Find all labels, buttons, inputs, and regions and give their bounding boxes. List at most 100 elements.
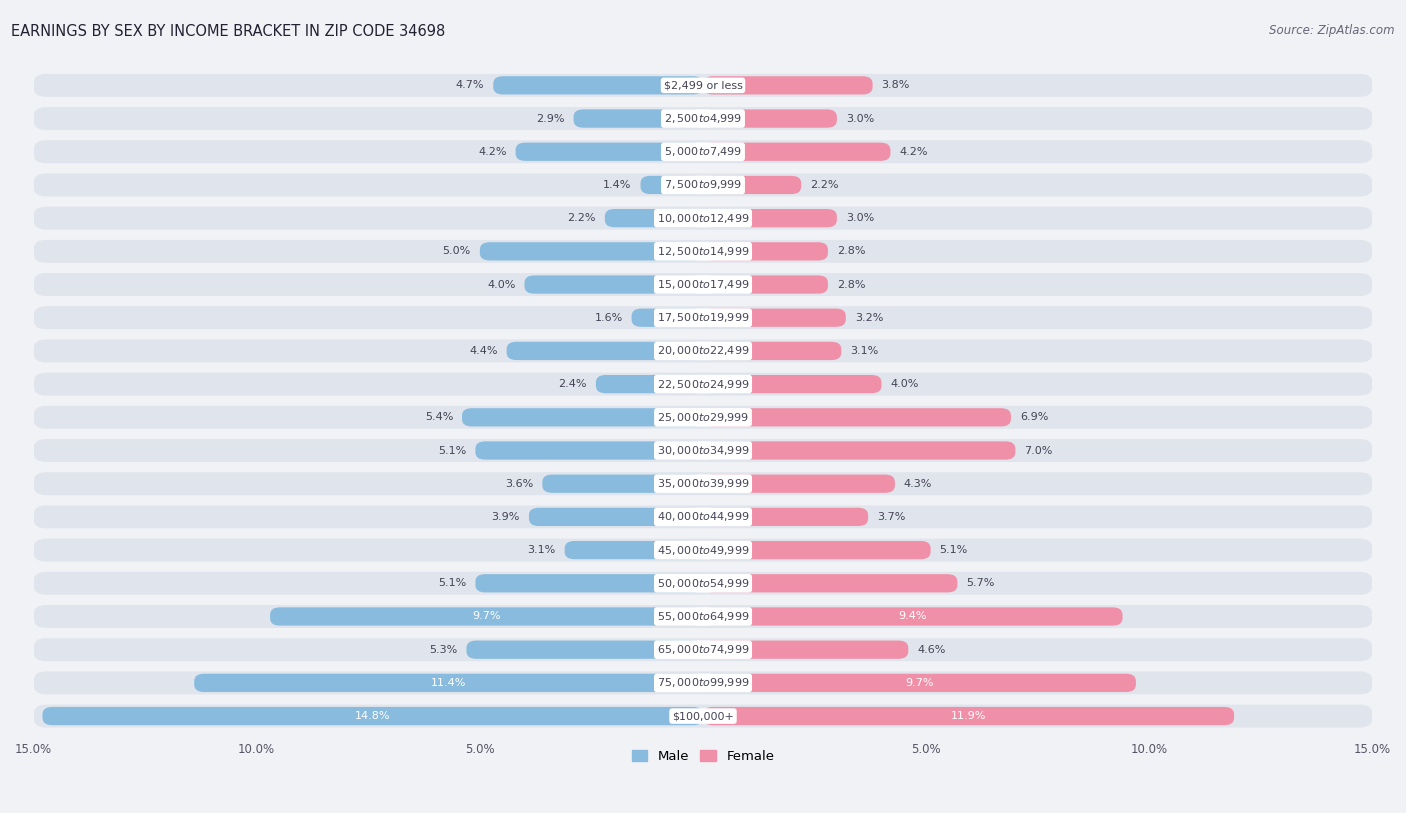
Text: 1.4%: 1.4% bbox=[603, 180, 631, 190]
FancyBboxPatch shape bbox=[605, 209, 703, 228]
FancyBboxPatch shape bbox=[524, 276, 703, 293]
Text: 3.0%: 3.0% bbox=[846, 114, 875, 124]
Text: $100,000+: $100,000+ bbox=[672, 711, 734, 721]
FancyBboxPatch shape bbox=[565, 541, 703, 559]
Text: $20,000 to $22,499: $20,000 to $22,499 bbox=[657, 345, 749, 358]
Text: 2.8%: 2.8% bbox=[837, 246, 865, 256]
Text: 4.3%: 4.3% bbox=[904, 479, 932, 489]
FancyBboxPatch shape bbox=[703, 408, 1011, 427]
FancyBboxPatch shape bbox=[574, 110, 703, 128]
FancyBboxPatch shape bbox=[270, 607, 703, 626]
FancyBboxPatch shape bbox=[516, 142, 703, 161]
Text: 6.9%: 6.9% bbox=[1019, 412, 1049, 422]
FancyBboxPatch shape bbox=[641, 176, 703, 194]
Text: 5.1%: 5.1% bbox=[939, 545, 967, 555]
Text: $25,000 to $29,999: $25,000 to $29,999 bbox=[657, 411, 749, 424]
FancyBboxPatch shape bbox=[34, 207, 1372, 229]
FancyBboxPatch shape bbox=[703, 176, 801, 194]
Text: $2,499 or less: $2,499 or less bbox=[664, 80, 742, 90]
FancyBboxPatch shape bbox=[703, 641, 908, 659]
FancyBboxPatch shape bbox=[34, 307, 1372, 329]
FancyBboxPatch shape bbox=[703, 276, 828, 293]
FancyBboxPatch shape bbox=[42, 707, 703, 725]
FancyBboxPatch shape bbox=[34, 372, 1372, 396]
FancyBboxPatch shape bbox=[34, 439, 1372, 462]
Text: $17,500 to $19,999: $17,500 to $19,999 bbox=[657, 311, 749, 324]
FancyBboxPatch shape bbox=[34, 107, 1372, 130]
Text: 3.8%: 3.8% bbox=[882, 80, 910, 90]
FancyBboxPatch shape bbox=[34, 173, 1372, 197]
FancyBboxPatch shape bbox=[475, 574, 703, 593]
FancyBboxPatch shape bbox=[34, 539, 1372, 562]
Text: Source: ZipAtlas.com: Source: ZipAtlas.com bbox=[1270, 24, 1395, 37]
Legend: Male, Female: Male, Female bbox=[626, 745, 780, 768]
Text: 2.8%: 2.8% bbox=[837, 280, 865, 289]
Text: $55,000 to $64,999: $55,000 to $64,999 bbox=[657, 610, 749, 623]
Text: 3.9%: 3.9% bbox=[492, 512, 520, 522]
Text: 9.7%: 9.7% bbox=[905, 678, 934, 688]
Text: $10,000 to $12,499: $10,000 to $12,499 bbox=[657, 211, 749, 224]
Text: 2.2%: 2.2% bbox=[568, 213, 596, 223]
Text: 4.6%: 4.6% bbox=[917, 645, 946, 654]
Text: 4.7%: 4.7% bbox=[456, 80, 484, 90]
Text: $65,000 to $74,999: $65,000 to $74,999 bbox=[657, 643, 749, 656]
FancyBboxPatch shape bbox=[34, 141, 1372, 163]
Text: 3.2%: 3.2% bbox=[855, 313, 883, 323]
FancyBboxPatch shape bbox=[494, 76, 703, 94]
Text: 1.6%: 1.6% bbox=[595, 313, 623, 323]
Text: $45,000 to $49,999: $45,000 to $49,999 bbox=[657, 544, 749, 557]
FancyBboxPatch shape bbox=[34, 240, 1372, 263]
FancyBboxPatch shape bbox=[703, 375, 882, 393]
Text: 4.2%: 4.2% bbox=[478, 147, 506, 157]
Text: 4.4%: 4.4% bbox=[470, 346, 498, 356]
FancyBboxPatch shape bbox=[479, 242, 703, 260]
Text: $2,500 to $4,999: $2,500 to $4,999 bbox=[664, 112, 742, 125]
Text: 5.3%: 5.3% bbox=[429, 645, 457, 654]
FancyBboxPatch shape bbox=[543, 475, 703, 493]
FancyBboxPatch shape bbox=[703, 707, 1234, 725]
Text: 7.0%: 7.0% bbox=[1025, 446, 1053, 455]
FancyBboxPatch shape bbox=[703, 475, 894, 493]
Text: $75,000 to $99,999: $75,000 to $99,999 bbox=[657, 676, 749, 689]
FancyBboxPatch shape bbox=[529, 508, 703, 526]
FancyBboxPatch shape bbox=[34, 74, 1372, 97]
FancyBboxPatch shape bbox=[34, 273, 1372, 296]
Text: $5,000 to $7,499: $5,000 to $7,499 bbox=[664, 146, 742, 159]
Text: 3.0%: 3.0% bbox=[846, 213, 875, 223]
Text: 14.8%: 14.8% bbox=[354, 711, 391, 721]
FancyBboxPatch shape bbox=[34, 572, 1372, 595]
FancyBboxPatch shape bbox=[194, 674, 703, 692]
FancyBboxPatch shape bbox=[506, 341, 703, 360]
Text: 2.9%: 2.9% bbox=[536, 114, 565, 124]
Text: 5.1%: 5.1% bbox=[439, 578, 467, 589]
Text: 2.2%: 2.2% bbox=[810, 180, 838, 190]
Text: 4.0%: 4.0% bbox=[488, 280, 516, 289]
Text: 4.0%: 4.0% bbox=[890, 379, 918, 389]
Text: 9.7%: 9.7% bbox=[472, 611, 501, 621]
FancyBboxPatch shape bbox=[703, 508, 868, 526]
FancyBboxPatch shape bbox=[703, 309, 846, 327]
FancyBboxPatch shape bbox=[703, 674, 1136, 692]
Text: 9.4%: 9.4% bbox=[898, 611, 927, 621]
Text: $7,500 to $9,999: $7,500 to $9,999 bbox=[664, 178, 742, 191]
FancyBboxPatch shape bbox=[34, 605, 1372, 628]
Text: 4.2%: 4.2% bbox=[900, 147, 928, 157]
FancyBboxPatch shape bbox=[34, 406, 1372, 428]
Text: $35,000 to $39,999: $35,000 to $39,999 bbox=[657, 477, 749, 490]
FancyBboxPatch shape bbox=[703, 142, 890, 161]
FancyBboxPatch shape bbox=[475, 441, 703, 459]
Text: $15,000 to $17,499: $15,000 to $17,499 bbox=[657, 278, 749, 291]
Text: 3.1%: 3.1% bbox=[527, 545, 555, 555]
FancyBboxPatch shape bbox=[703, 209, 837, 228]
Text: 3.7%: 3.7% bbox=[877, 512, 905, 522]
FancyBboxPatch shape bbox=[596, 375, 703, 393]
Text: 5.7%: 5.7% bbox=[966, 578, 994, 589]
Text: $12,500 to $14,999: $12,500 to $14,999 bbox=[657, 245, 749, 258]
Text: 5.4%: 5.4% bbox=[425, 412, 453, 422]
FancyBboxPatch shape bbox=[34, 672, 1372, 694]
Text: 2.4%: 2.4% bbox=[558, 379, 586, 389]
FancyBboxPatch shape bbox=[703, 541, 931, 559]
FancyBboxPatch shape bbox=[463, 408, 703, 427]
Text: 11.4%: 11.4% bbox=[430, 678, 467, 688]
FancyBboxPatch shape bbox=[703, 242, 828, 260]
